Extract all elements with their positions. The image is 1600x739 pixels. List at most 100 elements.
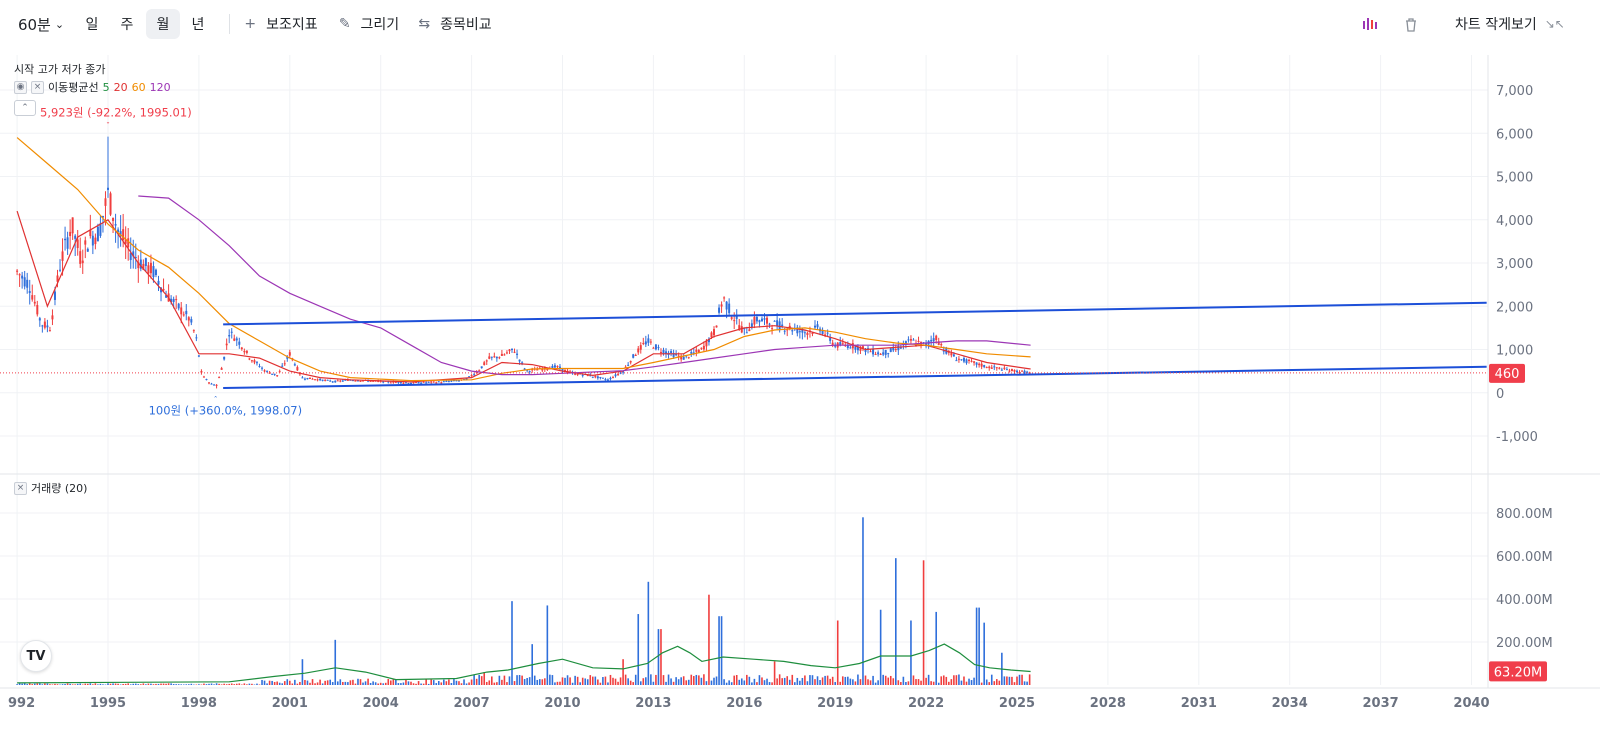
volume-bar <box>645 677 647 685</box>
close-icon[interactable]: × <box>31 80 44 94</box>
volume-bar <box>975 607 978 685</box>
candle-body <box>220 368 223 370</box>
volume-bar <box>564 677 566 685</box>
volume-bar <box>637 614 640 685</box>
tab-month[interactable]: 월 <box>146 9 180 39</box>
candle-body <box>654 344 657 350</box>
interval-selector[interactable]: 60분 ⌄ <box>12 9 70 39</box>
volume-bar <box>685 680 688 685</box>
low-annotation: 100원 (+360.0%, 1998.07) <box>149 403 303 417</box>
candle-body <box>758 320 761 323</box>
candle-body <box>278 371 281 373</box>
volume-bar <box>549 674 551 685</box>
candle-body <box>470 375 473 377</box>
volume-bar <box>54 683 56 685</box>
indicators-label: 보조지표 <box>266 17 318 33</box>
volume-bar <box>271 680 273 685</box>
toolbar-divider <box>229 14 230 34</box>
volume-bar <box>516 675 518 685</box>
volume-bar <box>844 676 847 685</box>
candle-body <box>94 237 97 245</box>
compare-button[interactable]: ⇆ 종목비교 <box>414 9 496 39</box>
volume-bar <box>16 684 18 685</box>
volume-bar <box>397 683 400 685</box>
stock-chart[interactable]: -1,000 0 1,000 2,000 3,000 4,000 5,000 6,000 7,0… <box>0 47 1600 739</box>
volume-bar <box>761 677 763 685</box>
candle-body <box>978 363 981 366</box>
volume-bar <box>150 683 152 685</box>
candle-body <box>973 361 976 363</box>
price-tick-label: 7,000 <box>1496 84 1533 99</box>
ma-legend: ◉ × 이동평균선 5 20 60 120 <box>14 78 171 96</box>
candle-body <box>84 240 87 245</box>
ma-period-120: 120 <box>149 80 171 94</box>
candle-body <box>942 350 945 352</box>
volume-bar <box>21 683 23 685</box>
candle-body <box>76 239 79 249</box>
candle-body <box>369 380 372 382</box>
volume-bar <box>768 682 771 685</box>
volume-bar <box>708 594 710 685</box>
volume-bar <box>316 682 319 685</box>
volume-bar <box>877 680 879 685</box>
tradingview-logo[interactable]: TV <box>20 640 52 672</box>
volume-bar <box>243 683 246 685</box>
tab-week[interactable]: 주 <box>120 17 134 33</box>
candle-body <box>129 252 132 261</box>
candle-body <box>730 317 733 319</box>
close-icon[interactable]: × <box>14 481 27 495</box>
draw-button[interactable]: ✎ 그리기 <box>334 9 404 39</box>
volume-bar <box>352 679 354 685</box>
volume-bar <box>175 684 177 685</box>
candle-body <box>410 382 412 384</box>
volume-bar <box>246 684 248 685</box>
volume-bar <box>993 681 996 685</box>
volume-bar <box>1028 674 1031 685</box>
candle-body <box>541 368 544 371</box>
candle-body <box>119 231 122 235</box>
indicators-button[interactable]: + 보조지표 <box>240 9 322 39</box>
candle-body <box>864 348 867 352</box>
volume-bar <box>862 517 864 685</box>
volume-bar <box>791 674 794 685</box>
candle-body <box>748 329 751 332</box>
volume-bar <box>700 677 703 685</box>
delete-button[interactable] <box>1404 9 1426 39</box>
candle-body <box>995 367 998 369</box>
candle-body <box>677 355 680 357</box>
tab-day[interactable]: 일 <box>85 17 99 33</box>
volume-bar <box>182 684 185 685</box>
candle-body <box>796 327 799 334</box>
volume-bar <box>665 681 667 685</box>
candle-body <box>872 348 875 355</box>
volume-bar <box>609 674 612 685</box>
candle-body <box>344 379 347 381</box>
volume-bar <box>114 683 117 685</box>
candle-body <box>720 304 723 307</box>
volume-bar <box>382 683 385 685</box>
candle-body <box>766 317 769 324</box>
candle-body <box>854 346 857 350</box>
candle-body <box>1013 369 1016 372</box>
candle-body <box>359 380 362 382</box>
candle-body <box>682 356 685 360</box>
candle-body <box>48 330 51 332</box>
candle-body <box>672 352 675 358</box>
volume-bar <box>435 683 438 685</box>
candle-body <box>235 338 238 341</box>
volume-bar <box>983 622 985 685</box>
eye-icon[interactable]: ◉ <box>14 80 27 94</box>
legend-collapse-button[interactable]: ⌃ <box>14 100 36 116</box>
chart-type-button[interactable] <box>1362 9 1384 39</box>
volume-bar <box>917 679 920 685</box>
volume-bar <box>432 680 435 685</box>
volume-bar <box>458 681 460 685</box>
interval-label: 60분 <box>17 15 51 34</box>
volume-bar <box>94 683 97 685</box>
tab-year[interactable]: 년 <box>191 17 205 33</box>
time-tick-label: 2001 <box>272 696 308 711</box>
minimize-chart-button[interactable]: 차트 작게보기 ↘↖ <box>1455 9 1585 39</box>
time-tick-label: 2037 <box>1363 696 1399 711</box>
volume-bar <box>33 683 36 685</box>
volume-bar <box>437 681 440 685</box>
